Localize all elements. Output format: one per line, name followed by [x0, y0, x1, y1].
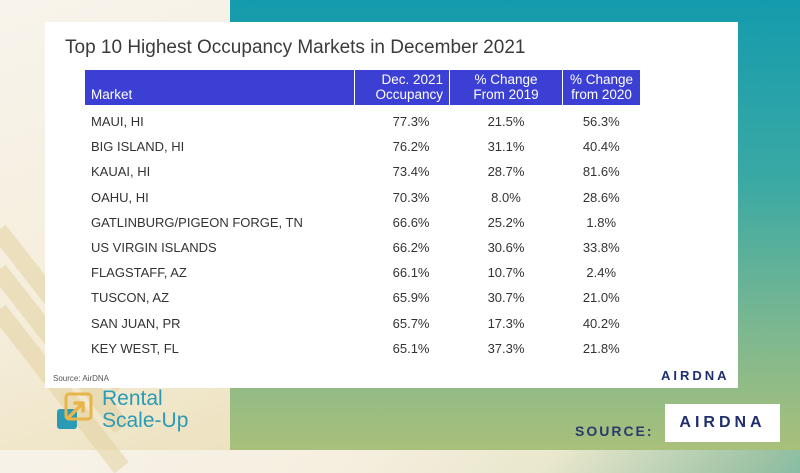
change-2020-cell: 21.0%: [582, 290, 620, 306]
change-2019-cell: 31.1%: [487, 139, 525, 155]
table-row: US VIRGIN ISLANDS 66.2% 30.6% 33.8%: [85, 235, 640, 260]
occupancy-cell: 65.7%: [392, 315, 430, 331]
change-2019-cell: 10.7%: [487, 265, 525, 281]
change-2020-cell: 33.8%: [582, 240, 620, 256]
change-2020-cell: 40.4%: [582, 139, 620, 155]
table-row: KEY WEST, FL 65.1% 37.3% 21.8%: [85, 336, 640, 361]
occupancy-cell: 66.1%: [392, 265, 430, 281]
table-row: FLAGSTAFF, AZ 66.1% 10.7% 2.4%: [85, 260, 640, 285]
occupancy-cell: 65.9%: [392, 290, 430, 306]
table-row: TUSCON, AZ 65.9% 30.7% 21.0%: [85, 285, 640, 310]
airdna-logo: AIRDNA: [679, 414, 766, 431]
airdna-logo-small: AIRDNA: [661, 368, 730, 383]
change-2020-cell: 1.8%: [586, 214, 617, 230]
market-cell: KEY WEST, FL: [91, 340, 179, 356]
change-2019-cell: 25.2%: [487, 214, 525, 230]
change-2019-cell: 37.3%: [487, 340, 525, 356]
brand-line-1: Rental: [102, 387, 163, 410]
change-2020-cell: 40.2%: [582, 315, 620, 331]
occupancy-cell: 66.6%: [392, 214, 430, 230]
change-2019-cell: 30.6%: [487, 240, 525, 256]
change-2020-cell: 81.6%: [582, 164, 620, 180]
table-row: GATLINBURG/PIGEON FORGE, TN 66.6% 25.2% 1.8…: [85, 210, 640, 235]
change-2020-cell: 2.4%: [586, 265, 617, 281]
occupancy-cell: 73.4%: [392, 164, 430, 180]
change-2019-cell: 28.7%: [487, 164, 525, 180]
market-cell: FLAGSTAFF, AZ: [91, 265, 187, 281]
change-2019-cell: 17.3%: [487, 315, 525, 331]
market-cell: KAUAI, HI: [91, 164, 151, 180]
header-market: Market: [85, 70, 355, 105]
occupancy-cell: 65.1%: [392, 340, 430, 356]
change-2020-cell: 28.6%: [582, 189, 620, 205]
occupancy-table: Market Dec. 2021 Occupancy % Change From 2…: [85, 70, 640, 361]
rental-scale-up-logo: Rental Scale-Up: [55, 388, 215, 437]
table-row: SAN JUAN, PR 65.7% 17.3% 40.2%: [85, 311, 640, 336]
market-cell: TUSCON, AZ: [91, 290, 170, 306]
header-change-2020: % Change from 2020: [562, 70, 640, 105]
table-panel: Top 10 Highest Occupancy Markets in Dece…: [45, 22, 738, 388]
table-header-row: Market Dec. 2021 Occupancy % Change From 2…: [85, 70, 640, 105]
change-2019-cell: 30.7%: [487, 290, 525, 306]
source-footnote: Source: AirDNA: [53, 374, 110, 383]
table-body: MAUI, HI 77.3% 21.5% 56.3% BIG ISLAND, HI 76.…: [85, 105, 640, 361]
table-row: OAHU, HI 70.3% 8.0% 28.6%: [85, 185, 640, 210]
occupancy-cell: 66.2%: [392, 240, 430, 256]
source-logo-box: AIRDNA: [665, 404, 780, 442]
chart-title: Top 10 Highest Occupancy Markets in Dece…: [65, 37, 526, 58]
occupancy-cell: 70.3%: [392, 189, 430, 205]
market-cell: MAUI, HI: [91, 114, 144, 130]
change-2020-cell: 21.8%: [582, 340, 620, 356]
arrow-box-icon: [57, 392, 93, 429]
header-occupancy: Dec. 2021 Occupancy: [354, 70, 450, 105]
market-cell: US VIRGIN ISLANDS: [91, 240, 217, 256]
source-label: SOURCE:: [575, 423, 654, 439]
occupancy-cell: 76.2%: [392, 139, 430, 155]
table-row: KAUAI, HI 73.4% 28.7% 81.6%: [85, 159, 640, 184]
brand-name: Rental Scale-Up: [102, 388, 188, 432]
brand-line-2: Scale-Up: [102, 409, 189, 432]
change-2020-cell: 56.3%: [582, 114, 620, 130]
change-2019-cell: 8.0%: [491, 189, 521, 205]
table-row: MAUI, HI 77.3% 21.5% 56.3%: [85, 105, 640, 134]
table-row: BIG ISLAND, HI 76.2% 31.1% 40.4%: [85, 134, 640, 159]
market-cell: OAHU, HI: [91, 189, 149, 205]
change-2019-cell: 21.5%: [487, 114, 525, 130]
occupancy-cell: 77.3%: [392, 114, 430, 130]
market-cell: SAN JUAN, PR: [91, 315, 181, 331]
header-change-2019: % Change From 2019: [449, 70, 563, 105]
market-cell: GATLINBURG/PIGEON FORGE, TN: [91, 214, 303, 230]
market-cell: BIG ISLAND, HI: [91, 139, 185, 155]
